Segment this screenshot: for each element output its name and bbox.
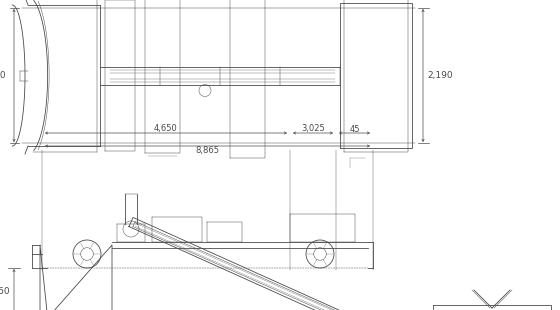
Text: 2,190: 2,190 [0,71,6,80]
Text: 4,650: 4,650 [154,125,178,134]
Text: 3,260: 3,260 [0,287,10,296]
Text: 8,865: 8,865 [195,147,220,156]
Text: 3,025: 3,025 [301,125,325,134]
Text: 2,190: 2,190 [427,71,452,80]
Text: 45: 45 [349,125,360,134]
